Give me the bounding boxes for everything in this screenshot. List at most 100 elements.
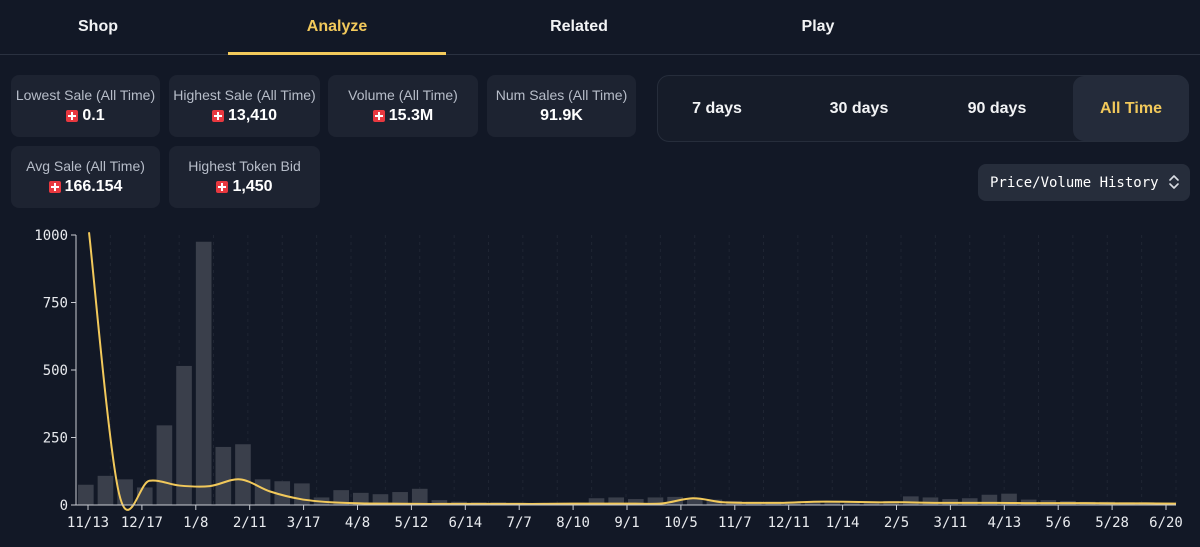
stat-value-text: 91.9K	[540, 107, 583, 124]
stat-value-text: 0.1	[82, 107, 105, 124]
volume-bar	[156, 425, 173, 505]
x-tick-label: 11/7	[718, 515, 752, 531]
volume-bars	[78, 241, 1174, 505]
chart-type-select[interactable]: Price/Volume History	[978, 164, 1190, 201]
stat-value: 15.3M	[372, 107, 434, 125]
y-tick-labels: 0 250 500 750 1000	[34, 228, 76, 514]
volume-bar	[97, 475, 114, 505]
x-tick-label: 6/14	[448, 515, 482, 531]
x-tick-label: 12/11	[768, 515, 810, 531]
volume-bar	[844, 502, 860, 505]
stat-volume: Volume (All Time) 15.3M	[328, 75, 478, 137]
volume-bar	[176, 365, 192, 505]
volume-bar	[804, 502, 821, 505]
tab-play[interactable]: Play	[801, 18, 835, 35]
chevron-up-down-icon	[1169, 175, 1179, 189]
x-tick-label: 5/12	[395, 515, 429, 531]
stat-label: Avg Sale (All Time)	[26, 158, 145, 174]
x-tick-label: 11/13	[67, 515, 109, 531]
volume-bar	[647, 497, 664, 505]
x-tick-label: 5/28	[1095, 515, 1129, 531]
stat-value: 166.154	[48, 178, 123, 196]
x-tick-label: 9/1	[614, 515, 639, 531]
volume-bar	[78, 484, 94, 505]
stat-value-text: 15.3M	[388, 107, 434, 124]
volume-bar	[411, 488, 428, 505]
x-tick-label: 2/11	[233, 515, 267, 531]
volume-bar	[333, 490, 349, 505]
x-tick-label: 5/6	[1046, 515, 1071, 531]
stat-highest-sale: Highest Sale (All Time) 13,410	[169, 75, 320, 137]
volume-bar	[588, 498, 605, 505]
stat-label: Highest Sale (All Time)	[173, 87, 316, 103]
x-tick-label: 8/10	[556, 515, 590, 531]
x-tick-label: 10/5	[664, 515, 698, 531]
price-line	[88, 232, 1177, 511]
stat-value-text: 1,450	[232, 178, 273, 195]
range-all-time[interactable]: All Time	[1073, 76, 1189, 141]
tab-related[interactable]: Related	[550, 18, 608, 35]
x-tick-label: 3/11	[934, 515, 968, 531]
volume-bar	[294, 483, 310, 505]
x-tick-labels: 11/13 12/17 1/8 2/11 3/17 4/8 5/12 6/14 7/7 8/10 9…	[67, 505, 1183, 531]
stat-value-text: 166.154	[64, 178, 123, 195]
stat-value: 91.9K	[540, 107, 583, 125]
x-tick-label: 12/17	[121, 515, 163, 531]
volume-bar	[431, 500, 448, 505]
volume-bar	[686, 498, 703, 505]
volume-bar	[235, 444, 251, 505]
x-tick-label: 3/17	[287, 515, 321, 531]
stat-value-text: 13,410	[228, 107, 277, 124]
x-tick-label: 7/7	[507, 515, 532, 531]
stat-value: 1,450	[216, 178, 273, 196]
range-30-days[interactable]: 30 days	[829, 99, 889, 117]
volume-bar	[254, 479, 271, 505]
chart-svg: 0 250 500 750 1000 11/13 12/17 1/8 2/11 3/17 4/8 5…	[34, 228, 1183, 531]
y-tick-label: 1000	[34, 228, 68, 244]
x-tick-label: 6/20	[1149, 515, 1183, 531]
stat-num-sales: Num Sales (All Time) 91.9K	[487, 75, 636, 137]
stat-value: 13,410	[212, 107, 277, 125]
coin-icon	[66, 110, 79, 122]
volume-bar	[195, 241, 212, 505]
x-tick-label: 2/5	[884, 515, 909, 531]
stat-avg-sale: Avg Sale (All Time) 166.154	[11, 146, 160, 208]
volume-bar	[628, 499, 644, 505]
stat-lowest-sale: Lowest Sale (All Time) 0.1	[11, 75, 160, 137]
volume-bar	[1001, 493, 1017, 505]
stat-highest-token-bid: Highest Token Bid 1,450	[169, 146, 320, 208]
time-range-selector: 7 days 30 days 90 days All Time	[657, 75, 1189, 142]
volume-bar	[372, 494, 389, 505]
volume-bar	[215, 446, 232, 505]
volume-bar	[922, 497, 939, 505]
stat-label: Highest Token Bid	[188, 158, 301, 174]
range-7-days[interactable]: 7 days	[692, 99, 742, 117]
x-tick-label: 4/13	[987, 515, 1021, 531]
coin-icon	[372, 110, 385, 122]
volume-bar	[863, 502, 880, 505]
stat-value: 0.1	[66, 107, 105, 125]
tab-analyze[interactable]: Analyze	[306, 18, 368, 35]
volume-bar	[274, 481, 291, 505]
volume-bar	[903, 496, 919, 505]
y-tick-label: 500	[43, 363, 68, 379]
volume-bar	[608, 497, 624, 505]
volume-bar	[961, 498, 978, 505]
coin-icon	[216, 181, 229, 193]
stat-label: Lowest Sale (All Time)	[15, 87, 156, 103]
x-tick-label: 1/8	[183, 515, 208, 531]
stat-label: Num Sales (All Time)	[495, 87, 628, 103]
chart-grid	[75, 235, 1177, 505]
price-volume-chart: 0 250 500 750 1000 11/13 12/17 1/8 2/11 3/17 4/8 5…	[0, 225, 1200, 547]
volume-bar	[706, 499, 723, 505]
tab-shop[interactable]: Shop	[78, 18, 118, 35]
volume-bar	[353, 492, 369, 505]
range-90-days[interactable]: 90 days	[967, 99, 1027, 117]
volume-bar	[824, 502, 841, 505]
y-tick-label: 0	[60, 498, 68, 514]
x-tick-label: 4/8	[345, 515, 370, 531]
active-tab-underline	[228, 52, 446, 55]
y-tick-label: 750	[43, 296, 68, 312]
x-tick-label: 1/14	[826, 515, 860, 531]
